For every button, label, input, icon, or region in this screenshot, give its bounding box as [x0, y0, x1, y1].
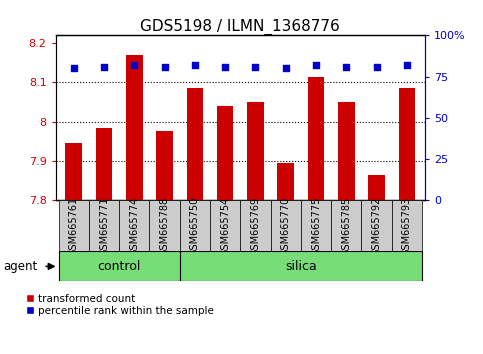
- Bar: [398, 88, 415, 200]
- Bar: [96, 127, 113, 200]
- Bar: [331, 200, 361, 251]
- Bar: [368, 175, 385, 200]
- Text: GSM665754: GSM665754: [220, 197, 230, 256]
- Bar: [89, 200, 119, 251]
- Bar: [210, 200, 241, 251]
- Bar: [58, 200, 89, 251]
- Bar: [270, 200, 301, 251]
- Text: GSM665750: GSM665750: [190, 197, 200, 256]
- Text: GSM665771: GSM665771: [99, 197, 109, 256]
- Title: GDS5198 / ILMN_1368776: GDS5198 / ILMN_1368776: [141, 19, 340, 35]
- Text: GSM665761: GSM665761: [69, 197, 79, 256]
- Text: GSM665774: GSM665774: [129, 197, 139, 256]
- Bar: [217, 106, 233, 200]
- Text: GSM665793: GSM665793: [402, 197, 412, 256]
- Text: GSM665775: GSM665775: [311, 197, 321, 256]
- Point: [342, 64, 350, 69]
- Bar: [301, 200, 331, 251]
- Bar: [338, 102, 355, 200]
- Text: GSM665785: GSM665785: [341, 197, 351, 256]
- Text: GSM665770: GSM665770: [281, 197, 291, 256]
- Bar: [361, 200, 392, 251]
- Text: control: control: [98, 260, 141, 273]
- Bar: [277, 163, 294, 200]
- Bar: [58, 251, 180, 281]
- Point: [282, 65, 290, 71]
- Point: [252, 64, 259, 69]
- Bar: [126, 55, 142, 200]
- Text: agent: agent: [3, 260, 37, 273]
- Point: [161, 64, 169, 69]
- Text: GSM665792: GSM665792: [371, 197, 382, 256]
- Point: [100, 64, 108, 69]
- Bar: [119, 200, 149, 251]
- Bar: [247, 102, 264, 200]
- Bar: [149, 200, 180, 251]
- Point: [221, 64, 229, 69]
- Point: [191, 62, 199, 68]
- Text: GSM665769: GSM665769: [251, 197, 260, 256]
- Text: GSM665788: GSM665788: [159, 197, 170, 256]
- Bar: [186, 88, 203, 200]
- Bar: [392, 200, 422, 251]
- Point: [70, 65, 78, 71]
- Text: silica: silica: [285, 260, 317, 273]
- Point: [312, 62, 320, 68]
- Bar: [180, 200, 210, 251]
- Bar: [308, 76, 325, 200]
- Point: [403, 62, 411, 68]
- Point: [373, 64, 381, 69]
- Bar: [156, 131, 173, 200]
- Legend: transformed count, percentile rank within the sample: transformed count, percentile rank withi…: [25, 294, 214, 316]
- Point: [130, 62, 138, 68]
- Bar: [65, 143, 82, 200]
- Bar: [180, 251, 422, 281]
- Bar: [241, 200, 270, 251]
